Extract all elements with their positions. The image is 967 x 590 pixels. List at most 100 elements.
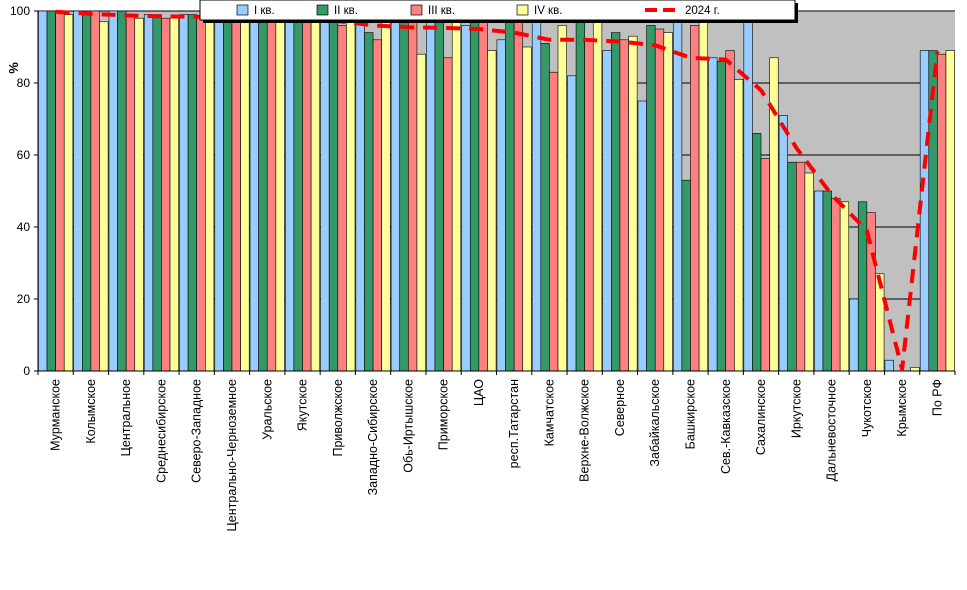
- bar: [531, 10, 542, 372]
- category-label: Верхне-Волжское: [578, 379, 592, 482]
- bar: [628, 35, 638, 372]
- bar: [849, 298, 859, 372]
- category-labels: Мурманское Колымское Центральное Среднесиби…: [37, 371, 956, 531]
- bar: [310, 17, 321, 372]
- bar: [814, 190, 824, 372]
- category-label: Крымское: [895, 379, 909, 437]
- bar: [328, 14, 339, 372]
- bar: [390, 10, 401, 372]
- bar: [522, 46, 532, 372]
- bar: [461, 25, 471, 372]
- category-label: Северо-Западное: [190, 379, 204, 483]
- y-axis-label: %: [6, 62, 21, 74]
- bar: [266, 17, 277, 372]
- category-label: Обь-Иртышское: [401, 379, 415, 473]
- bar: [496, 39, 506, 372]
- category-label: Среднесибирское: [154, 379, 168, 483]
- bar: [716, 61, 727, 372]
- category-label: Якутское: [296, 379, 310, 431]
- bar: [364, 32, 374, 372]
- bar: [637, 100, 647, 372]
- category-label: Центральное: [119, 379, 133, 456]
- legend-swatch: [316, 4, 329, 16]
- bar: [937, 53, 947, 372]
- category-label: Приволжское: [331, 379, 345, 457]
- bar: [346, 17, 356, 372]
- bar: [708, 57, 718, 372]
- legend-swatch: [516, 4, 529, 16]
- bar: [134, 17, 144, 372]
- category-label: респ.Татарстан: [507, 379, 521, 468]
- bar: [214, 14, 224, 372]
- bar: [187, 14, 198, 372]
- bar: [108, 10, 118, 372]
- legend-label: I кв.: [254, 5, 275, 17]
- y-tick-label: 0: [23, 364, 30, 378]
- bar: [698, 17, 708, 372]
- y-tick-label: 60: [17, 148, 31, 162]
- bar: [258, 21, 268, 372]
- bar: [99, 21, 109, 372]
- bar: [275, 17, 285, 372]
- bar: [478, 17, 488, 372]
- bar: [73, 10, 83, 372]
- bar: [63, 14, 74, 372]
- category-label: Уральское: [260, 379, 274, 440]
- legend-swatch: [236, 4, 249, 16]
- bar: [381, 10, 391, 372]
- bar: [945, 50, 955, 372]
- bar: [231, 17, 241, 372]
- category-label: Дальневосточное: [825, 379, 839, 481]
- category-label: По РФ: [930, 379, 944, 416]
- bar: [513, 17, 524, 372]
- bar: [804, 172, 814, 372]
- bar: [337, 25, 347, 372]
- bar: [752, 133, 762, 372]
- bar: [778, 115, 788, 372]
- legend-label: IV кв.: [534, 5, 562, 17]
- bar: [760, 158, 770, 372]
- bar: [302, 17, 312, 372]
- bar: [592, 21, 603, 372]
- bar: [161, 17, 171, 372]
- bar: [55, 10, 65, 372]
- bar: [672, 10, 683, 372]
- legend-label: III кв.: [428, 5, 455, 17]
- category-label: ЦАО: [472, 379, 486, 406]
- bar: [910, 367, 920, 372]
- bar: [646, 25, 656, 372]
- bar: [549, 71, 559, 372]
- bar: [487, 50, 497, 372]
- y-tick-label: 80: [17, 76, 31, 90]
- category-label: Башкирское: [683, 379, 697, 449]
- y-tick-label: 20: [17, 292, 31, 306]
- bar: [839, 201, 850, 372]
- legend-swatch: [410, 4, 423, 16]
- category-label: Западно-Сибирское: [366, 379, 380, 495]
- bar: [285, 14, 295, 372]
- legend-box: [199, 0, 796, 21]
- bar: [584, 39, 594, 372]
- category-label: Мурманское: [49, 379, 63, 451]
- bar: [240, 21, 250, 372]
- legend: I кв. II кв. III кв. IV кв. 2024 г.: [199, 0, 798, 23]
- bar: [90, 10, 100, 372]
- bar: [681, 179, 691, 372]
- bar: [734, 79, 744, 372]
- bar: [725, 50, 735, 372]
- bar: [602, 50, 612, 372]
- category-label: Северное: [613, 379, 627, 436]
- bar: [663, 32, 673, 372]
- category-label: Иркутское: [789, 379, 803, 438]
- category-label: Сев.-Кавказское: [719, 379, 733, 474]
- bar: [469, 21, 480, 372]
- category-label: Камчатское: [542, 379, 556, 446]
- bar: [451, 17, 462, 372]
- bar: [505, 21, 515, 372]
- bar: [557, 25, 567, 372]
- bar: [619, 39, 629, 372]
- bar: [795, 161, 806, 372]
- bar: [743, 17, 753, 372]
- category-label: Чукотское: [860, 379, 874, 437]
